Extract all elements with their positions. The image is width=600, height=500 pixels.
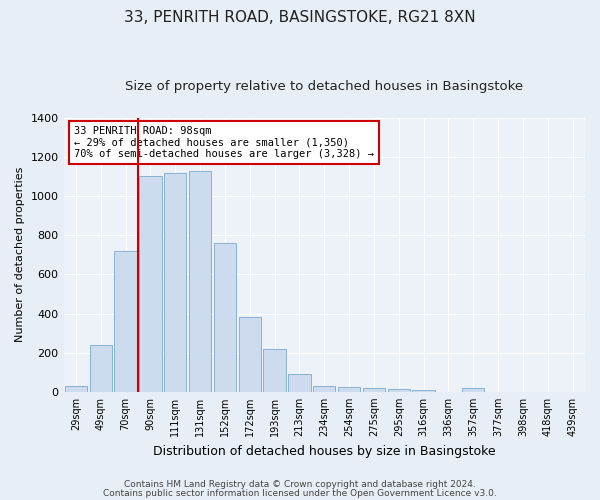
Bar bbox=[338, 387, 360, 392]
Bar bbox=[288, 374, 311, 392]
Bar bbox=[115, 251, 137, 392]
Bar bbox=[214, 243, 236, 392]
Bar bbox=[388, 389, 410, 392]
Bar bbox=[164, 172, 187, 392]
Bar bbox=[313, 386, 335, 392]
Text: Contains HM Land Registry data © Crown copyright and database right 2024.: Contains HM Land Registry data © Crown c… bbox=[124, 480, 476, 489]
Title: Size of property relative to detached houses in Basingstoke: Size of property relative to detached ho… bbox=[125, 80, 523, 93]
Text: 33 PENRITH ROAD: 98sqm
← 29% of detached houses are smaller (1,350)
70% of semi-: 33 PENRITH ROAD: 98sqm ← 29% of detached… bbox=[74, 126, 374, 159]
X-axis label: Distribution of detached houses by size in Basingstoke: Distribution of detached houses by size … bbox=[153, 444, 496, 458]
Bar bbox=[89, 345, 112, 392]
Bar bbox=[189, 170, 211, 392]
Bar bbox=[65, 386, 87, 392]
Bar bbox=[263, 348, 286, 392]
Text: Contains public sector information licensed under the Open Government Licence v3: Contains public sector information licen… bbox=[103, 488, 497, 498]
Bar bbox=[462, 388, 484, 392]
Y-axis label: Number of detached properties: Number of detached properties bbox=[15, 167, 25, 342]
Bar bbox=[239, 318, 261, 392]
Bar bbox=[412, 390, 435, 392]
Bar bbox=[139, 176, 161, 392]
Text: 33, PENRITH ROAD, BASINGSTOKE, RG21 8XN: 33, PENRITH ROAD, BASINGSTOKE, RG21 8XN bbox=[124, 10, 476, 25]
Bar bbox=[363, 388, 385, 392]
